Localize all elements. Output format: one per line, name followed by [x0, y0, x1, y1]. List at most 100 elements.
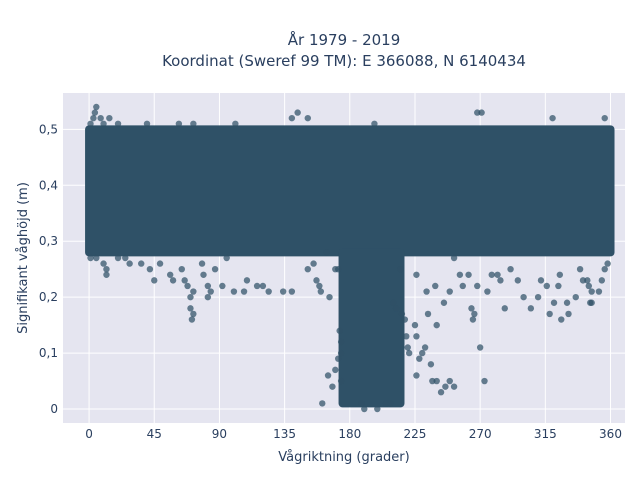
- data-point: [459, 282, 466, 290]
- data-point: [421, 344, 429, 351]
- data-point: [413, 333, 420, 340]
- data-point: [106, 114, 113, 122]
- data-point: [446, 377, 453, 385]
- data-point: [259, 282, 267, 290]
- data-point: [401, 316, 409, 323]
- data-point: [494, 271, 501, 278]
- data-point: [178, 265, 185, 273]
- data-point: [595, 288, 603, 295]
- data-point: [488, 271, 495, 278]
- data-point: [397, 265, 404, 273]
- data-point: [100, 260, 107, 267]
- data-point: [187, 305, 194, 312]
- data-point: [432, 282, 439, 290]
- data-point: [279, 288, 287, 295]
- data-point: [114, 254, 122, 262]
- data-point: [204, 282, 212, 290]
- y-tick-label: 0,5: [39, 122, 58, 136]
- data-point: [151, 277, 158, 284]
- data-point: [319, 400, 326, 407]
- data-point: [546, 310, 553, 318]
- data-point: [437, 389, 445, 396]
- x-tick-label: 90: [212, 427, 227, 441]
- data-point: [413, 271, 420, 278]
- y-tick-label: 0,1: [39, 346, 58, 360]
- data-point: [507, 265, 514, 273]
- data-point: [114, 120, 122, 127]
- data-point: [190, 120, 197, 127]
- data-point: [433, 377, 440, 385]
- data-point: [337, 349, 345, 357]
- data-point: [100, 120, 107, 127]
- scatter-points: [87, 103, 611, 413]
- data-point: [374, 405, 381, 413]
- data-point: [243, 277, 251, 284]
- y-tick-labels: 0 0,1 0,2 0,3 0,4 0,5: [39, 122, 58, 416]
- data-point: [337, 377, 345, 385]
- data-point: [146, 265, 154, 273]
- data-point: [204, 293, 212, 301]
- y-axis-title: Signifikant våghöjd (m): [16, 182, 31, 334]
- dense-region: [338, 248, 405, 408]
- data-point: [468, 305, 475, 312]
- data-point: [440, 299, 448, 306]
- data-point: [450, 254, 458, 262]
- data-point: [484, 288, 491, 295]
- data-point: [465, 271, 472, 278]
- data-point: [240, 288, 248, 295]
- x-tick-label: 360: [599, 427, 622, 441]
- data-point: [474, 282, 481, 290]
- x-tick-label: 315: [534, 427, 557, 441]
- data-point: [520, 293, 527, 301]
- data-point: [565, 310, 572, 318]
- data-point: [543, 282, 550, 290]
- data-point: [126, 260, 133, 267]
- data-point: [87, 120, 94, 127]
- data-point: [398, 310, 406, 318]
- data-point: [310, 260, 317, 267]
- data-point: [501, 305, 508, 312]
- data-point: [335, 265, 342, 273]
- data-point: [324, 372, 332, 379]
- data-point: [584, 277, 591, 284]
- data-point: [478, 109, 485, 116]
- data-point: [555, 282, 562, 290]
- data-point: [403, 333, 410, 340]
- data-point: [576, 265, 584, 273]
- data-point: [390, 299, 397, 306]
- data-point: [549, 114, 556, 122]
- data-point: [558, 316, 565, 323]
- data-point: [230, 288, 238, 295]
- data-point: [103, 271, 110, 278]
- data-point: [326, 293, 333, 301]
- data-point: [337, 338, 345, 346]
- data-point: [188, 316, 196, 323]
- data-point: [481, 377, 488, 385]
- data-point: [91, 109, 99, 116]
- data-point: [450, 383, 458, 390]
- data-point: [90, 114, 97, 122]
- data-point: [442, 383, 449, 390]
- x-tick-label: 270: [469, 427, 492, 441]
- data-point: [265, 288, 272, 295]
- x-tick-label: 180: [338, 427, 361, 441]
- chart-title-line1: År 1979 - 2019: [288, 30, 401, 49]
- data-point: [361, 405, 368, 413]
- data-point: [413, 372, 420, 379]
- data-point: [87, 254, 94, 262]
- data-point: [97, 114, 104, 122]
- data-point: [143, 120, 151, 127]
- data-point: [446, 288, 453, 295]
- data-point: [585, 282, 592, 290]
- data-point: [181, 277, 188, 284]
- data-point: [169, 277, 177, 284]
- data-point: [371, 120, 378, 127]
- y-tick-label: 0,4: [39, 178, 58, 192]
- data-point: [588, 288, 595, 295]
- data-point: [588, 299, 595, 306]
- data-point: [317, 288, 325, 295]
- data-point: [323, 249, 330, 256]
- y-tick-label: 0: [50, 402, 58, 416]
- data-point: [424, 310, 432, 318]
- data-point: [232, 120, 239, 127]
